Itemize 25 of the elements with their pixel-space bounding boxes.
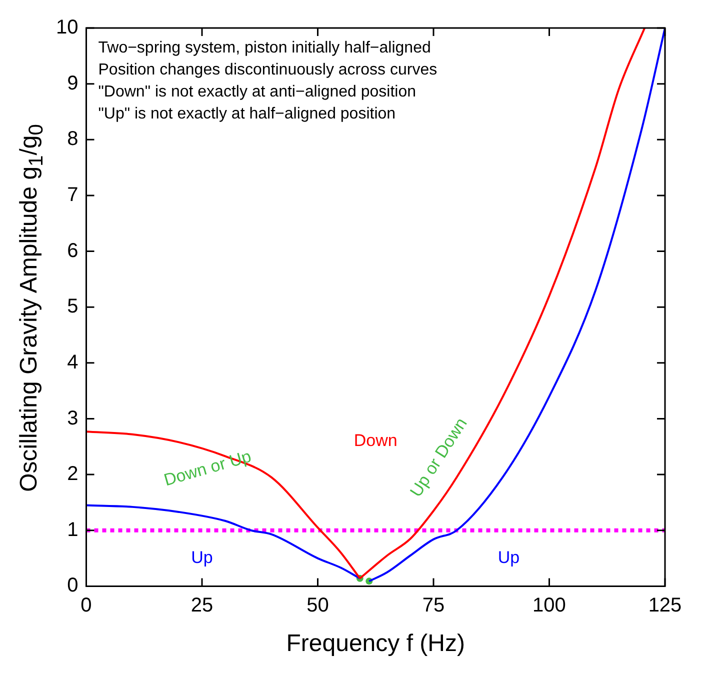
y-tick-label: 6 (67, 240, 78, 262)
y-tick-label: 7 (67, 184, 78, 206)
y-tick-label: 3 (67, 407, 78, 430)
y-tick-label: 1 (67, 518, 78, 541)
y-tick-label: 10 (56, 16, 78, 39)
annotation: Down (354, 430, 398, 450)
annotation: Position changes discontinuously across curves (98, 61, 438, 78)
y-tick-label: 2 (67, 463, 78, 486)
x-tick-label: 75 (422, 594, 445, 617)
y-tick-label: 0 (67, 574, 78, 597)
x-tick-label: 100 (532, 594, 566, 617)
annotation: "Up" is not exactly at half−aligned position (98, 105, 396, 122)
y-tick-label: 4 (67, 351, 78, 374)
annotation: Up (191, 548, 213, 567)
y-tick-label: 9 (67, 72, 78, 94)
x-tick-label: 25 (190, 594, 214, 617)
y-tick-label: 8 (67, 128, 78, 150)
x-tick-label: 50 (306, 594, 329, 617)
annotation: Two−spring system, piston initially half−aligned (98, 39, 431, 56)
annotation: Up (498, 548, 520, 567)
annotation: Down or Up (162, 446, 254, 490)
y-tick-label: 5 (67, 296, 78, 318)
x-tick-label: 125 (648, 594, 682, 617)
annotation: "Down" is not exactly at anti−aligned position (98, 83, 416, 100)
x-axis-title: Frequency f (Hz) (286, 630, 465, 658)
